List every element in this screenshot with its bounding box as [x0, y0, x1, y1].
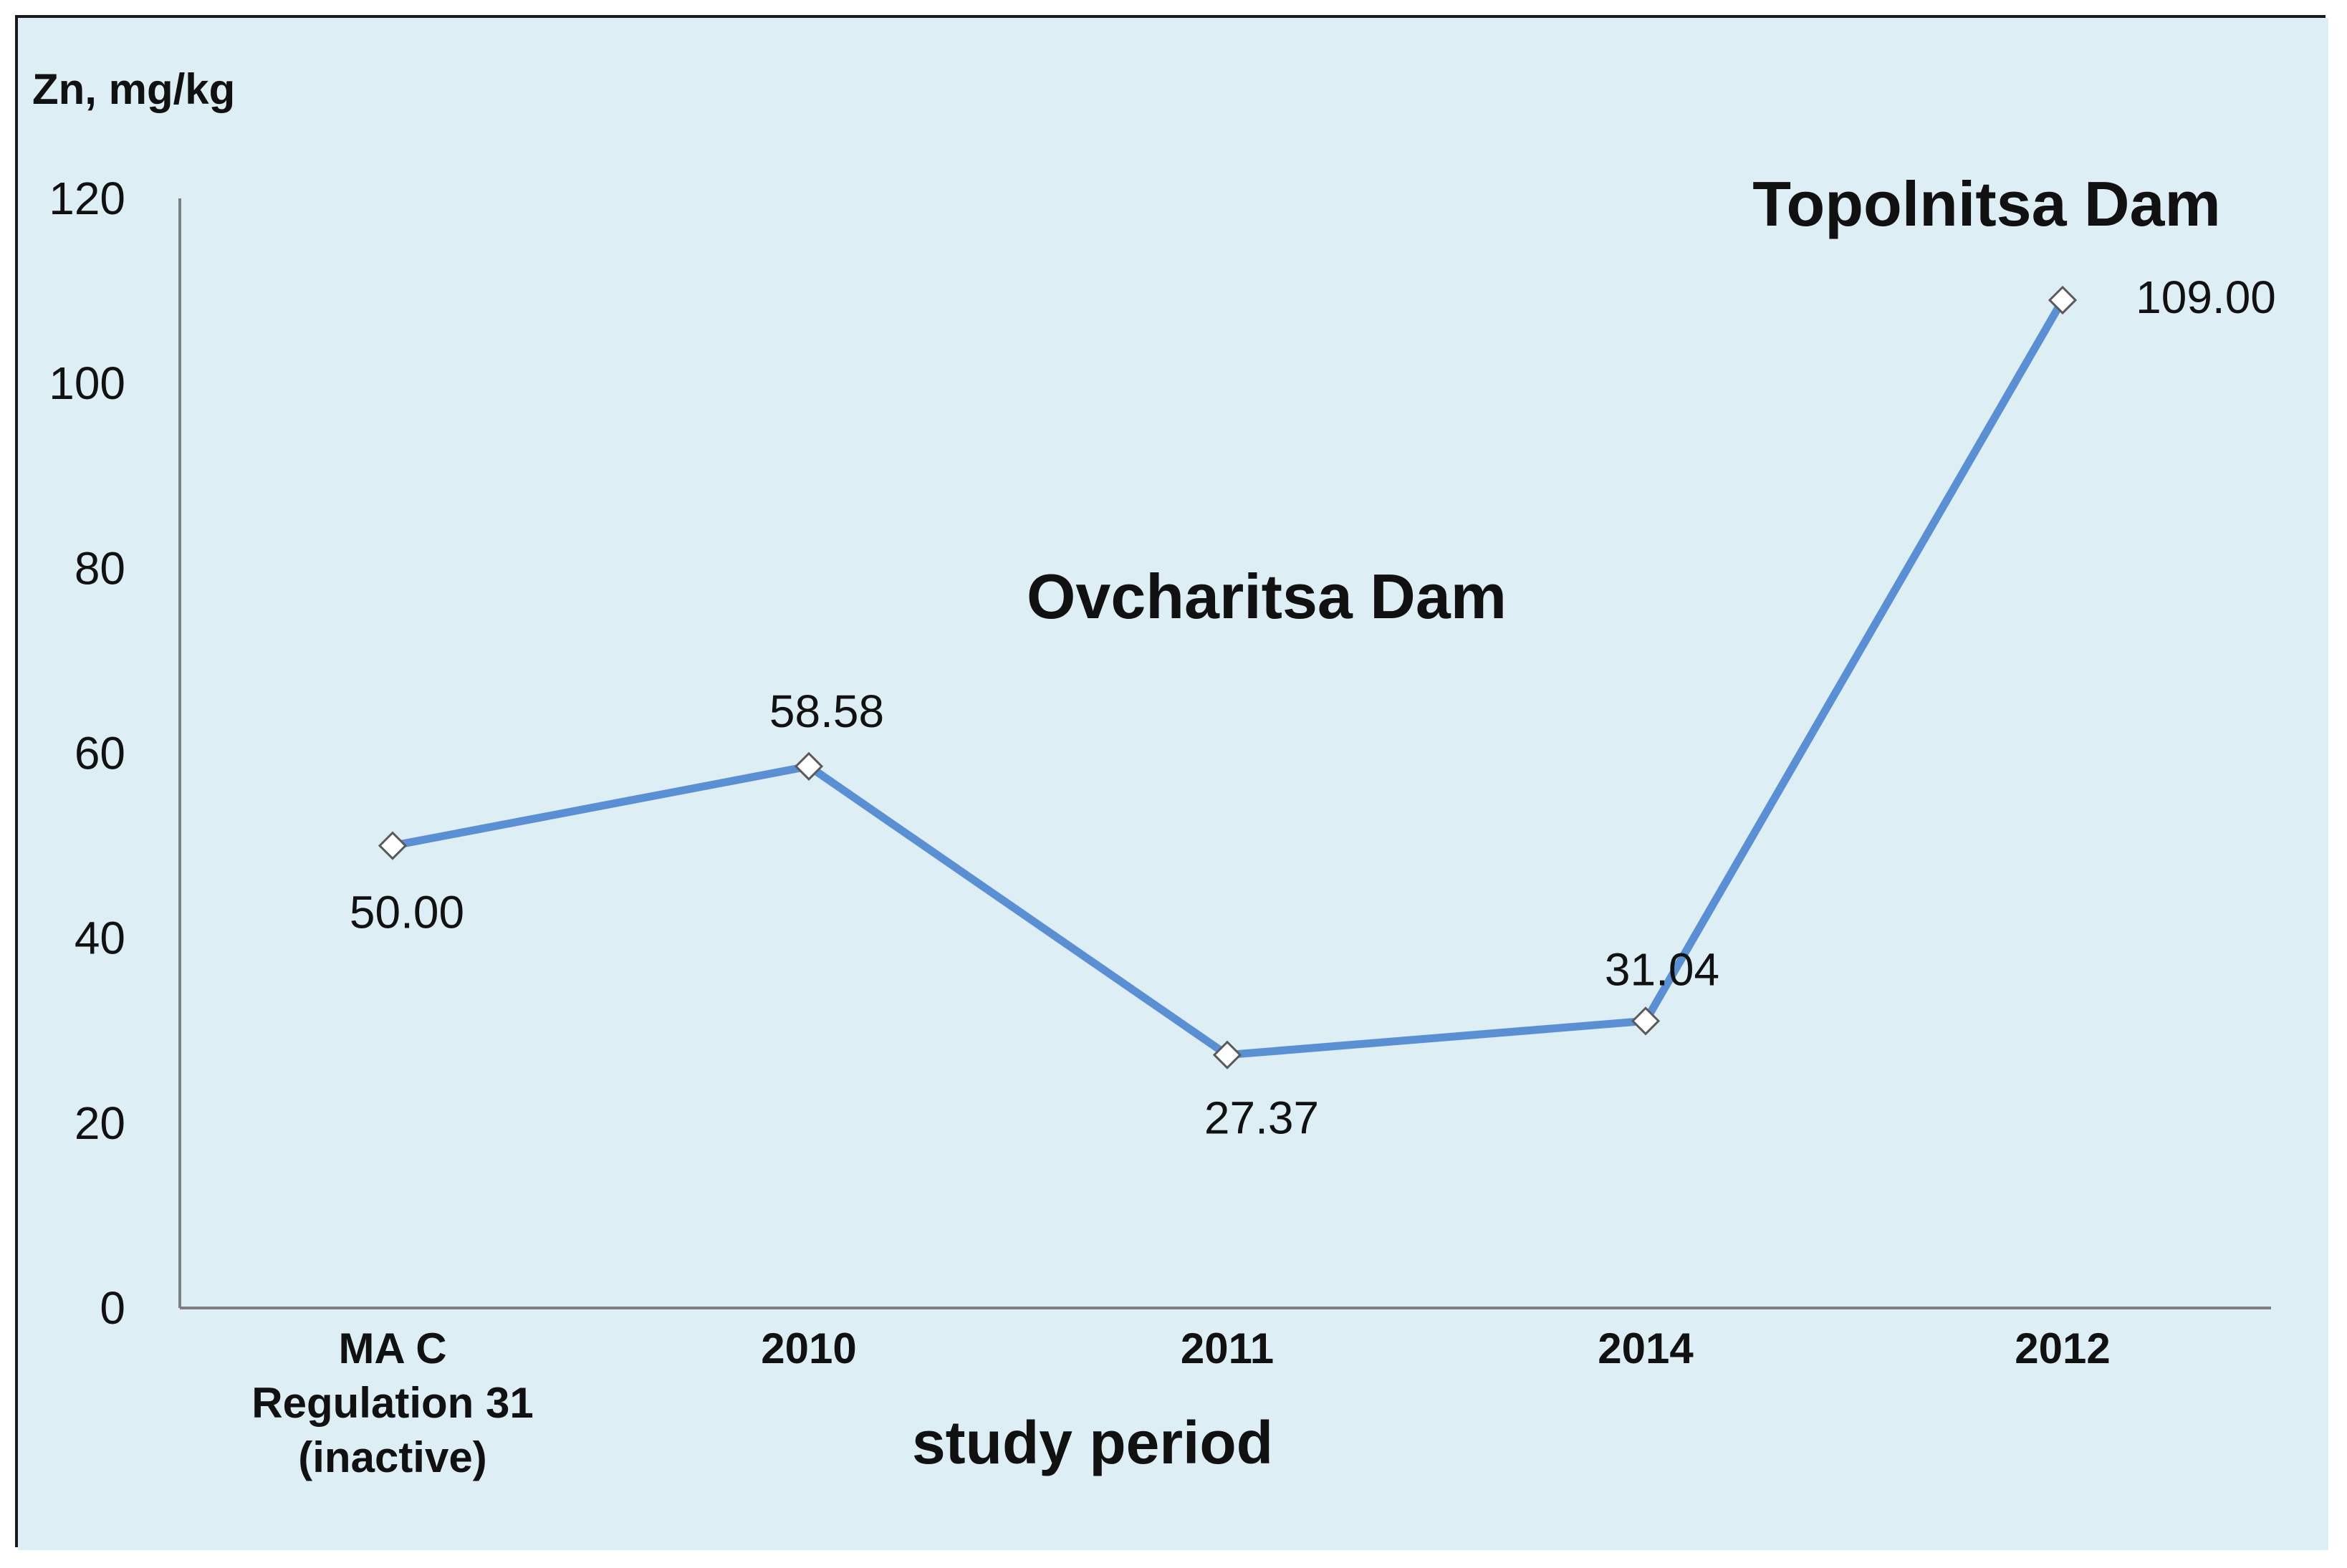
data-label: 27.37 — [1204, 1092, 1319, 1144]
y-tick-labels: 0 20 40 60 80 100 120 — [49, 173, 125, 1334]
x-tick-label: 2012 — [2015, 1324, 2110, 1372]
data-label: 31.04 — [1605, 943, 1719, 995]
annotation-ovcharitsa-dam: Ovcharitsa Dam — [1027, 561, 1507, 632]
line-chart: Zn, mg/kg 0 20 40 60 80 100 120 MA C Regulation… — [18, 18, 2328, 1550]
annotation-topolnitsa-dam: Topolnitsa Dam — [1752, 168, 2221, 239]
chart-frame: Zn, mg/kg 0 20 40 60 80 100 120 MA C Regulation… — [15, 15, 2328, 1550]
y-tick-label: 100 — [49, 357, 125, 409]
x-category-labels: MA C Regulation 31 (inactive) 2010 2011 2014 2… — [251, 1324, 2110, 1481]
chart-background — [18, 18, 2328, 1550]
x-tick-label: (inactive) — [298, 1433, 486, 1481]
data-markers — [378, 285, 2078, 1069]
y-tick-label: 80 — [75, 542, 125, 594]
data-marker — [1212, 1040, 1242, 1069]
y-tick-label: 20 — [75, 1097, 125, 1149]
x-tick-label: 2010 — [761, 1324, 856, 1372]
data-marker — [794, 751, 824, 781]
x-tick-label: Regulation 31 — [251, 1379, 533, 1427]
x-axis-title: study period — [912, 1409, 1273, 1476]
x-tick-label: MA C — [338, 1324, 446, 1372]
y-tick-label: 0 — [100, 1282, 125, 1334]
y-axis-title: Zn, mg/kg — [32, 65, 235, 113]
y-tick-label: 60 — [75, 728, 125, 779]
data-label: 109.00 — [2136, 271, 2276, 323]
data-label: 58.58 — [769, 686, 884, 737]
x-tick-label: 2011 — [1181, 1324, 1274, 1372]
data-marker — [2048, 285, 2078, 315]
data-labels: 50.00 58.58 27.37 31.04 109.00 — [350, 271, 2276, 1144]
y-tick-label: 120 — [49, 173, 125, 224]
x-tick-label: 2014 — [1598, 1324, 1694, 1372]
data-label: 50.00 — [350, 887, 464, 938]
data-marker — [378, 831, 408, 860]
data-marker — [1631, 1006, 1661, 1036]
y-tick-label: 40 — [75, 913, 125, 964]
